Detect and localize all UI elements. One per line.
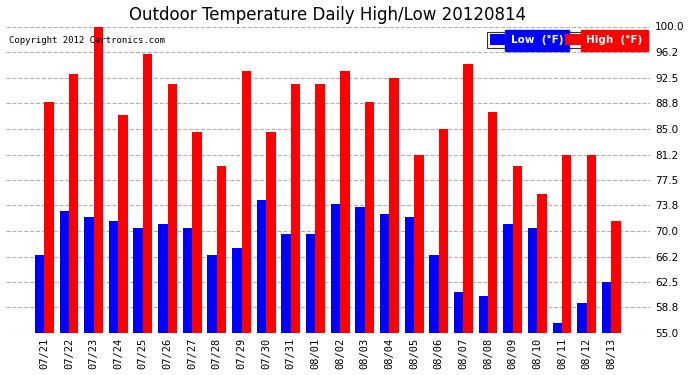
Bar	[464, 64, 473, 333]
Bar	[241, 71, 251, 333]
Bar	[340, 71, 350, 333]
Bar	[282, 234, 290, 333]
Bar	[488, 112, 497, 333]
Bar	[306, 234, 315, 333]
Bar	[331, 204, 340, 333]
Bar	[133, 228, 143, 333]
Bar	[389, 78, 399, 333]
Bar	[69, 74, 78, 333]
Bar	[479, 296, 488, 333]
Bar	[528, 228, 538, 333]
Bar	[429, 255, 439, 333]
Bar	[553, 323, 562, 333]
Bar	[405, 217, 414, 333]
Bar	[44, 102, 54, 333]
Bar	[183, 228, 193, 333]
Bar	[217, 166, 226, 333]
Bar	[232, 248, 241, 333]
Bar	[94, 27, 103, 333]
Bar	[454, 292, 464, 333]
Bar	[118, 115, 128, 333]
Bar	[290, 84, 300, 333]
Bar	[513, 166, 522, 333]
Legend: Low  (°F), High  (°F): Low (°F), High (°F)	[487, 32, 645, 48]
Bar	[439, 129, 449, 333]
Bar	[562, 155, 571, 333]
Bar	[315, 84, 325, 333]
Title: Outdoor Temperature Daily High/Low 20120814: Outdoor Temperature Daily High/Low 20120…	[129, 6, 526, 24]
Bar	[578, 303, 586, 333]
Bar	[168, 84, 177, 333]
Bar	[193, 132, 201, 333]
Bar	[109, 221, 118, 333]
Bar	[158, 224, 168, 333]
Bar	[380, 214, 389, 333]
Bar	[365, 102, 374, 333]
Bar	[538, 194, 546, 333]
Bar	[504, 224, 513, 333]
Bar	[257, 200, 266, 333]
Bar	[355, 207, 365, 333]
Bar	[35, 255, 44, 333]
Bar	[143, 54, 152, 333]
Bar	[266, 132, 275, 333]
Bar	[59, 211, 69, 333]
Bar	[611, 221, 621, 333]
Bar	[208, 255, 217, 333]
Bar	[586, 155, 596, 333]
Bar	[84, 217, 94, 333]
Bar	[602, 282, 611, 333]
Bar	[414, 155, 424, 333]
Text: Copyright 2012 Cartronics.com: Copyright 2012 Cartronics.com	[9, 36, 165, 45]
